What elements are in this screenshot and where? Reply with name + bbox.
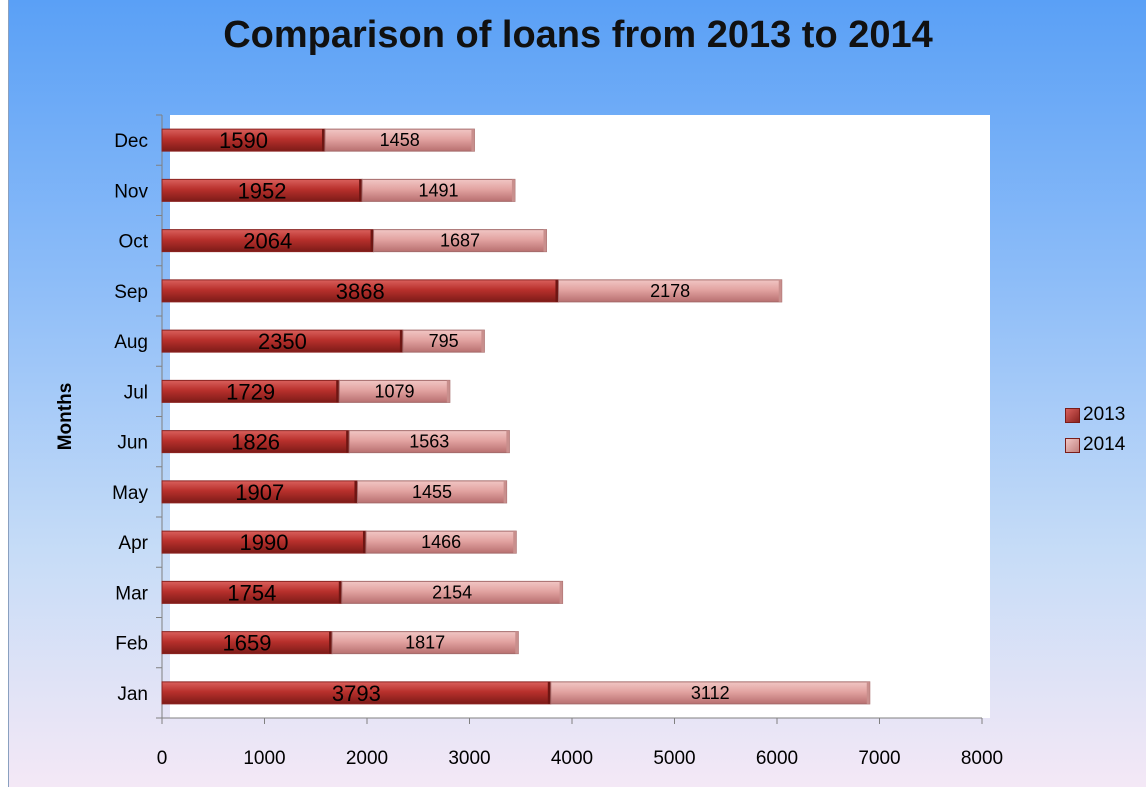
legend-item-2014: 2014 [1065,430,1125,460]
x-tick-label: 1000 [243,748,285,769]
x-tick-label: 3000 [448,748,490,769]
data-label-2013-Jun: 1826 [231,430,280,455]
bar-cap-2014-Oct [543,229,547,252]
y-axis-title: Months [55,383,76,451]
data-label-2014-Jan: 3112 [691,683,730,703]
data-label-2013-Nov: 1952 [238,178,287,203]
bar-cap-2013-Jun [346,430,350,453]
legend-swatch-2013 [1065,407,1080,423]
legend-item-2013: 2013 [1065,400,1125,430]
bar-chart: 0 1000 2000 3000 4000 5000 6000 7000 8000 Months J… [55,114,1003,769]
data-label-2014-Aug: 795 [429,331,459,351]
x-tick-label: 8000 [961,748,1003,769]
bar-cap-2014-Aug [481,330,485,353]
y-tick-label: May [112,483,148,504]
data-label-2013-Apr: 1990 [240,530,289,555]
data-label-2013-Sep: 3868 [336,279,385,304]
bar-cap-2013-Dec [321,129,325,152]
chart-area: Comparison of loans from 2013 to 2014 0 1… [8,0,1146,787]
data-label-2013-Aug: 2350 [258,329,307,354]
data-label-2013-Jul: 1729 [226,379,275,404]
chart-title: Comparison of loans from 2013 to 2014 [223,14,933,56]
data-label-2013-Feb: 1659 [223,631,272,656]
data-label-2014-May: 1455 [412,482,452,502]
y-tick-label: Jul [124,382,148,403]
bar-cap-2014-Apr [513,531,517,554]
legend: 2013 2014 [1065,400,1125,460]
data-label-2014-Nov: 1491 [418,180,458,200]
bar-cap-2014-Sep [778,279,782,302]
x-tick-label: 0 [157,748,168,769]
y-tick-label: Nov [114,181,148,202]
data-label-2014-Jul: 1079 [374,381,414,401]
y-tick-label: Mar [115,583,148,604]
bar-cap-2013-Feb [329,631,333,654]
bar-cap-2013-Sep [555,279,559,302]
data-label-2014-Jun: 1563 [409,432,449,452]
legend-label-2014: 2014 [1083,434,1126,455]
data-label-2014-Apr: 1466 [421,532,461,552]
data-label-2013-Dec: 1590 [219,128,268,153]
bar-cap-2013-Oct [370,229,374,252]
legend-swatch-2014 [1065,437,1080,453]
y-tick-label: Feb [115,634,148,655]
y-tick-label: Jun [117,433,148,454]
bar-cap-2014-Dec [471,129,475,152]
bar-cap-2013-Jan [547,681,551,704]
y-tick-label: Aug [114,332,148,353]
data-label-2014-Mar: 2154 [432,582,472,602]
bar-cap-2013-Aug [399,330,403,353]
bar-cap-2013-May [354,480,358,503]
bar-cap-2013-Jul [336,380,340,403]
x-tick-label: 2000 [346,748,388,769]
x-tick-label: 4000 [551,748,593,769]
bar-cap-2014-Feb [515,631,519,654]
plot-area [170,115,990,718]
bar-cap-2013-Mar [338,581,342,604]
data-label-2013-Mar: 1754 [227,580,276,605]
bar-cap-2014-Mar [559,581,563,604]
bar-cap-2014-Nov [511,179,515,202]
data-label-2014-Feb: 1817 [405,633,445,653]
x-tick-label: 7000 [858,748,900,769]
data-label-2013-Jan: 3793 [332,681,381,706]
legend-label-2013: 2013 [1083,404,1126,425]
bar-cap-2014-Jun [506,430,510,453]
data-label-2013-Oct: 2064 [243,229,292,254]
data-label-2013-May: 1907 [235,480,284,505]
bar-cap-2013-Apr [362,531,366,554]
data-label-2014-Sep: 2178 [650,281,690,301]
x-tick-label: 5000 [653,748,695,769]
data-label-2014-Oct: 1687 [440,231,480,251]
bar-cap-2014-Jan [866,681,870,704]
bar-cap-2013-Nov [359,179,363,202]
data-label-2014-Dec: 1458 [380,130,420,150]
y-tick-label: Jan [117,684,148,705]
bar-cap-2014-Jul [446,380,450,403]
bar-cap-2014-May [503,480,507,503]
y-tick-label: Apr [118,533,148,554]
y-tick-label: Dec [114,131,148,152]
y-tick-label: Sep [114,282,148,303]
x-tick-label: 6000 [756,748,798,769]
y-tick-label: Oct [118,232,148,253]
